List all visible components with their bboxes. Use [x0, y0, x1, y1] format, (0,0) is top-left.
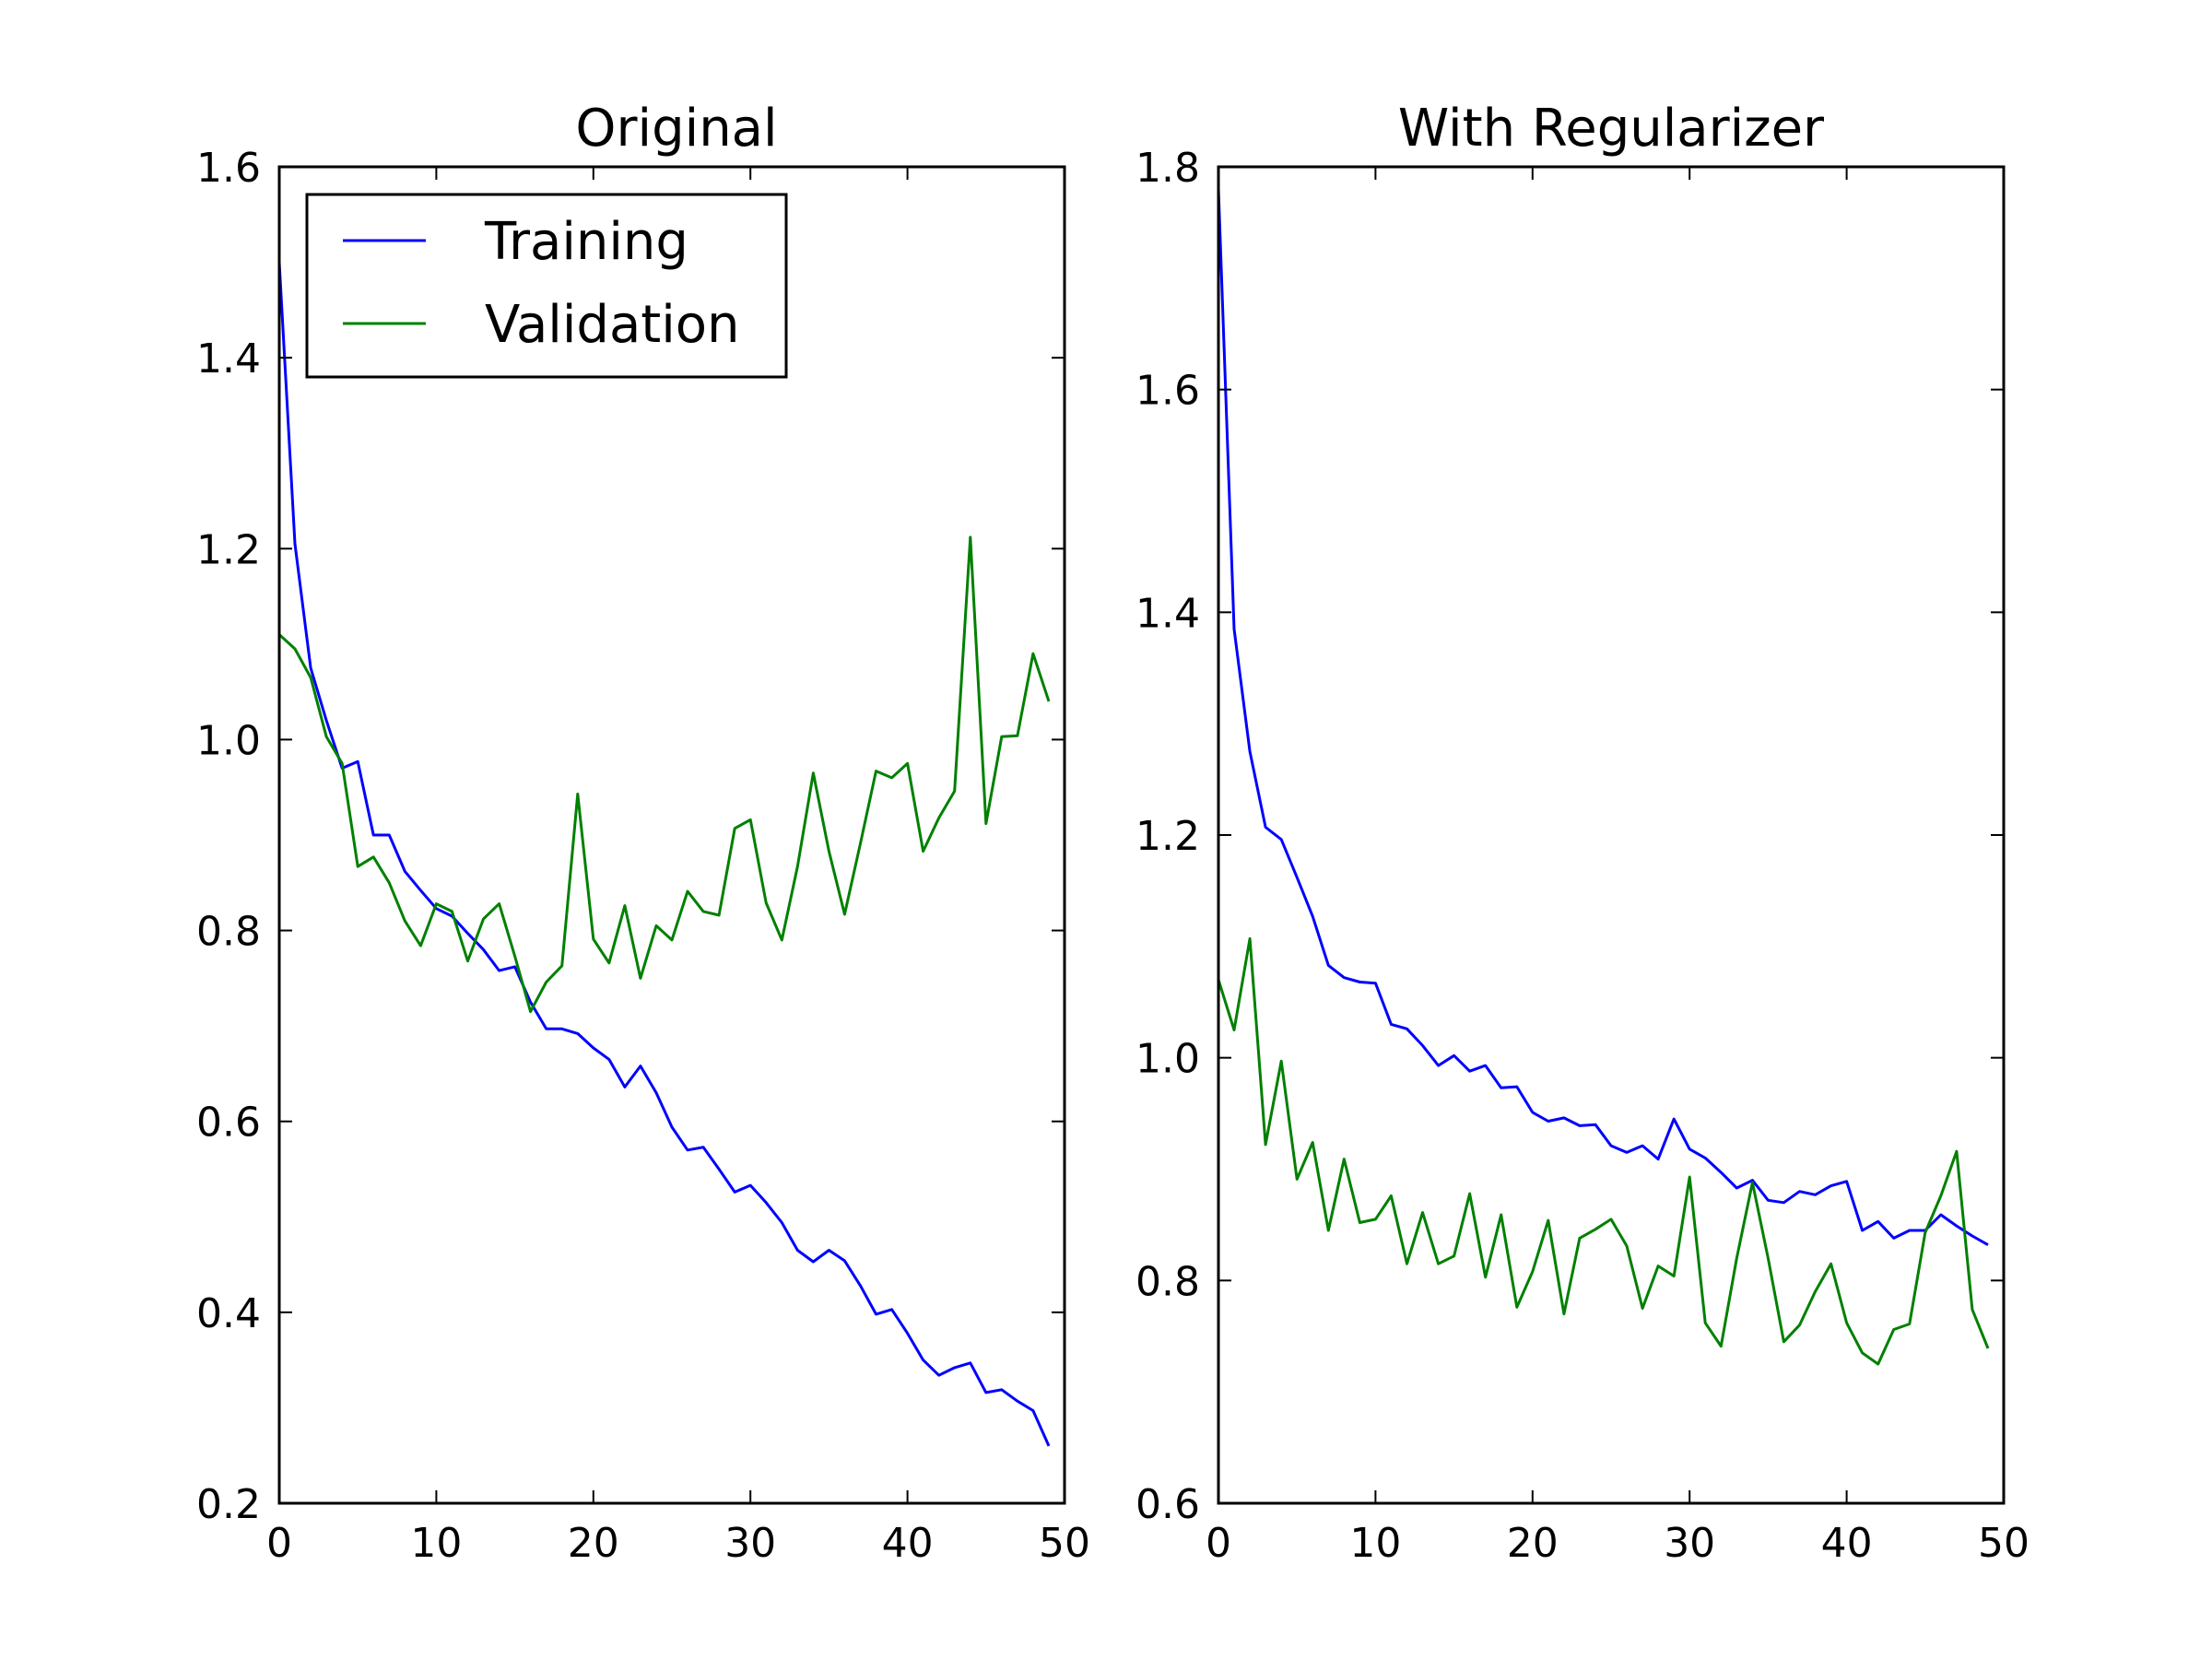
x-tick-label: 40 — [1821, 1520, 1873, 1567]
chart-title: With Regularizer — [1398, 99, 1825, 159]
y-tick-label: 0.8 — [196, 909, 261, 956]
y-tick-label: 1.4 — [1135, 590, 1200, 637]
x-tick-label: 50 — [1039, 1520, 1090, 1567]
x-tick-label: 20 — [1507, 1520, 1559, 1567]
series-line-training — [279, 262, 1051, 1447]
plot-frame — [277, 165, 1066, 1505]
series-line-validation — [1218, 936, 1990, 1366]
plot-frame — [1217, 165, 2006, 1505]
x-tick-label: 10 — [1349, 1520, 1401, 1567]
tick-layer: 0 10 20 30 40 50 0.2 0.4 0.6 0.8 1.0 1.2 1.4 1.6 — [196, 145, 1090, 1567]
y-tick-label: 1.6 — [196, 145, 261, 192]
legend-label-training: Training — [484, 212, 688, 272]
y-tick-label: 1.8 — [1135, 145, 1200, 192]
legend-label-validation: Validation — [485, 295, 740, 355]
y-tick-label: 1.4 — [196, 335, 261, 382]
y-tick-label: 1.0 — [1135, 1036, 1200, 1083]
y-tick-label: 1.6 — [1135, 368, 1200, 415]
x-tick-label: 30 — [724, 1520, 776, 1567]
x-tick-label: 10 — [410, 1520, 462, 1567]
chart-original: Original 0 10 20 30 40 50 0.2 0.4 0.6 0.8 1.0 1.2 1.… — [196, 99, 1090, 1567]
x-tick-label: 20 — [568, 1520, 619, 1567]
tick-layer: 0 10 20 30 40 50 0.6 0.8 1.0 1.2 1.4 1.6 1.8 — [1135, 145, 2030, 1567]
series-line-validation — [279, 535, 1051, 1014]
y-tick-label: 0.6 — [196, 1100, 261, 1147]
y-tick-label: 0.2 — [196, 1481, 261, 1528]
y-tick-label: 1.2 — [196, 526, 261, 573]
x-tick-label: 40 — [882, 1520, 934, 1567]
x-tick-label: 30 — [1664, 1520, 1715, 1567]
legend-box — [305, 193, 788, 379]
y-tick-label: 0.6 — [1135, 1481, 1200, 1528]
chart-title: Original — [575, 99, 777, 159]
y-tick-label: 1.2 — [1135, 813, 1200, 860]
y-tick-label: 0.8 — [1135, 1258, 1200, 1305]
legend: Training Validation — [305, 193, 788, 379]
chart-with-regularizer: With Regularizer 0 10 20 30 40 50 0.6 0.8 1.0 1.2… — [1135, 99, 2030, 1567]
y-tick-label: 1.0 — [196, 717, 261, 764]
series-layer — [1218, 189, 1990, 1366]
series-layer — [279, 262, 1051, 1447]
x-tick-label: 0 — [1206, 1520, 1231, 1567]
series-line-training — [1218, 189, 1989, 1247]
x-tick-label: 0 — [266, 1520, 292, 1567]
y-tick-label: 0.4 — [196, 1290, 261, 1337]
x-tick-label: 50 — [1978, 1520, 2030, 1567]
